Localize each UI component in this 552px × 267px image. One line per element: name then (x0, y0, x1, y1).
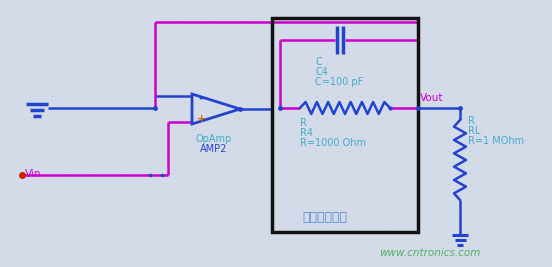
Text: C4: C4 (315, 67, 328, 77)
Text: Vout: Vout (420, 93, 443, 103)
Text: www.cntronics.com: www.cntronics.com (379, 248, 481, 258)
Text: OpAmp: OpAmp (196, 134, 232, 144)
Text: 脉冲增强电路: 脉冲增强电路 (302, 211, 347, 224)
Text: Vin: Vin (25, 169, 41, 179)
Text: AMP2: AMP2 (200, 144, 227, 154)
Text: R: R (468, 116, 475, 126)
Text: C: C (315, 57, 322, 67)
Text: R: R (300, 118, 307, 128)
Text: -: - (199, 94, 203, 104)
Text: R=1 MOhm: R=1 MOhm (468, 136, 524, 146)
Text: R=1000 Ohm: R=1000 Ohm (300, 138, 366, 148)
Text: C=100 pF: C=100 pF (315, 77, 363, 87)
Text: +: + (197, 114, 206, 124)
Bar (272, 18, 418, 232)
Text: R4: R4 (300, 128, 313, 138)
Text: RL: RL (468, 126, 480, 136)
